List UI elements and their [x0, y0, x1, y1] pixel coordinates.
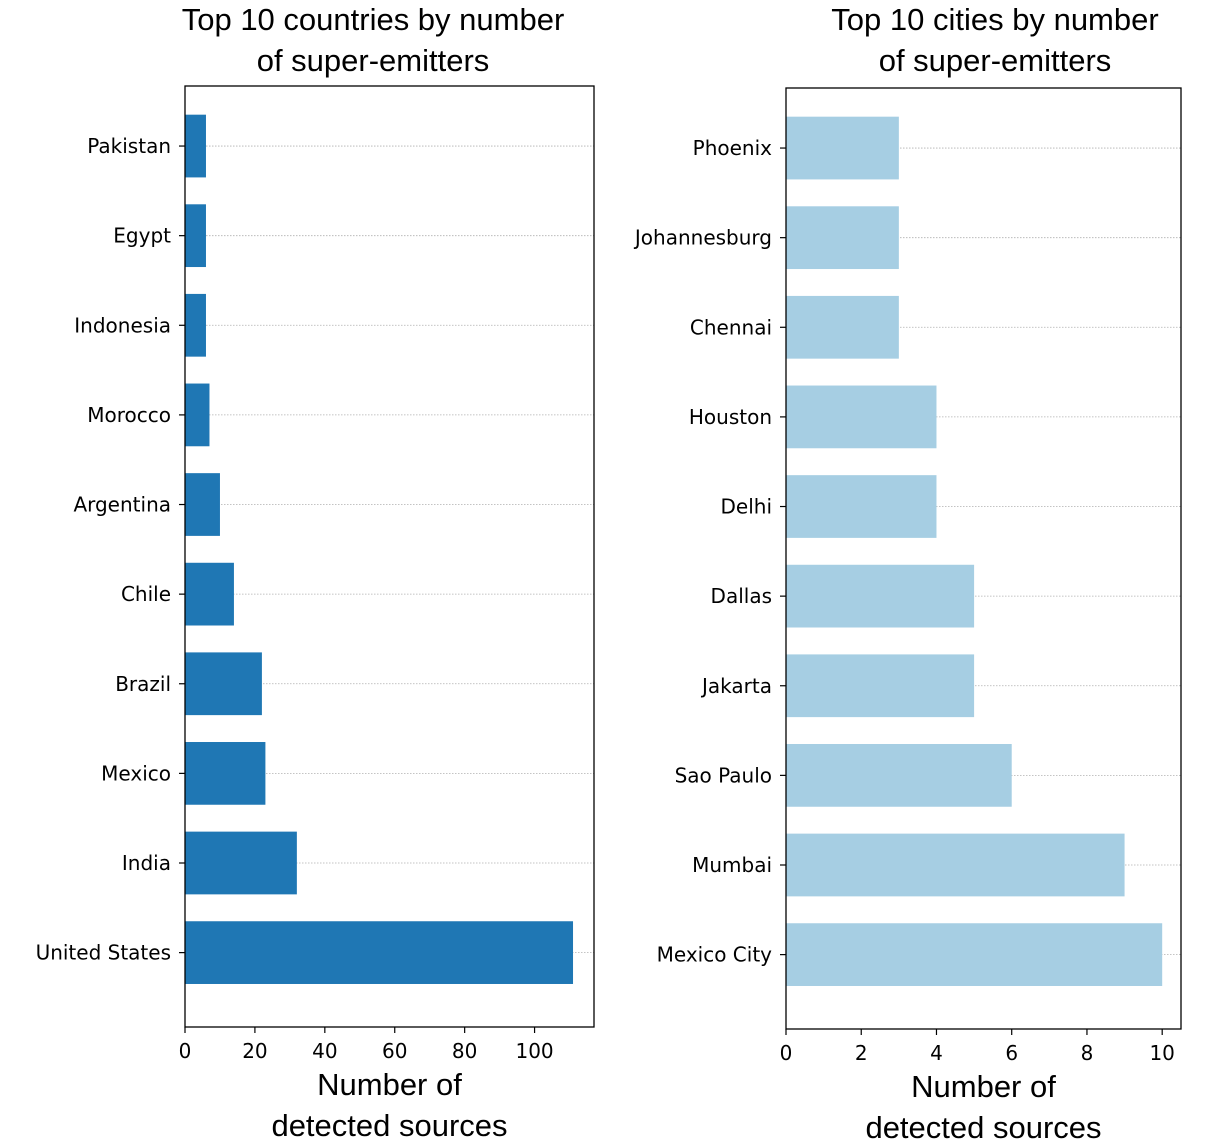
cities-category-label: Chennai [690, 315, 772, 339]
countries-x-tick-label: 80 [452, 1039, 477, 1063]
countries-x-tick-label: 0 [179, 1039, 192, 1063]
cities-bar-jakarta [786, 654, 975, 718]
countries-bar-mexico [185, 742, 266, 805]
countries-category-label: Pakistan [87, 134, 171, 158]
cities-category-label: Jakarta [700, 674, 772, 698]
countries-bar-india [185, 831, 297, 895]
cities-category-label: Johannesburg [633, 226, 772, 250]
cities-bar-delhi [786, 475, 937, 538]
countries-x-axis-label-line-1: Number of [317, 1067, 462, 1102]
cities-category-label: Phoenix [693, 136, 773, 160]
cities-x-tick-label: 0 [780, 1041, 793, 1065]
cities-category-label: Mexico City [657, 943, 773, 967]
cities-category-label: Houston [689, 405, 772, 429]
cities-x-axis-label-line-2: detected sources [865, 1110, 1101, 1145]
cities-plot-frame [785, 87, 1182, 1030]
cities-bar-mumbai [786, 833, 1125, 897]
countries-title-line-2: of super-emitters [257, 43, 490, 78]
cities-bar-sao-paulo [786, 744, 1012, 807]
cities-bar-phoenix [786, 116, 899, 180]
countries-bar-chile [185, 562, 234, 626]
countries-x-tick-label: 20 [242, 1039, 267, 1063]
cities-x-axis-label-line-1: Number of [911, 1069, 1056, 1104]
cities-x-tick-label: 2 [855, 1041, 868, 1065]
countries-bar-egypt [185, 204, 206, 268]
countries-category-label: Mexico [101, 761, 171, 785]
countries-x-tick-label: 100 [515, 1039, 553, 1063]
cities-title-line-1: Top 10 cities by number [831, 2, 1158, 37]
cities-category-label: Sao Paulo [675, 763, 772, 787]
countries-category-label: Indonesia [74, 313, 171, 337]
countries-category-label: Egypt [113, 224, 171, 248]
cities-title-line-2: of super-emitters [879, 43, 1112, 78]
countries-x-axis-label-line-2: detected sources [271, 1108, 507, 1143]
countries-category-label: Brazil [115, 672, 171, 696]
cities-bar-johannesburg [786, 206, 899, 270]
cities-category-label: Dallas [711, 584, 772, 608]
cities-bar-chennai [786, 295, 899, 359]
countries-bar-pakistan [185, 114, 206, 178]
countries-category-label: Morocco [87, 403, 171, 427]
cities-chart-panel: Top 10 cities by number of super-emitters… [633, 2, 1182, 1145]
cities-category-label: Mumbai [692, 853, 772, 877]
countries-category-label: Chile [121, 582, 171, 606]
cities-category-label: Delhi [721, 495, 773, 519]
cities-bar-mexico-city [786, 923, 1163, 986]
countries-title-line-1: Top 10 countries by number [182, 2, 565, 37]
cities-x-tick-label: 10 [1149, 1041, 1174, 1065]
cities-x-tick-label: 8 [1081, 1041, 1094, 1065]
cities-bar-houston [786, 385, 937, 449]
countries-plot-frame [184, 85, 595, 1028]
countries-bar-indonesia [185, 293, 206, 357]
countries-x-tick-label: 40 [312, 1039, 337, 1063]
cities-x-tick-label: 4 [930, 1041, 943, 1065]
countries-chart-panel: Top 10 countries by number of super-emitt… [36, 2, 595, 1143]
countries-category-label: United States [36, 941, 171, 965]
countries-category-label: India [122, 851, 171, 875]
cities-bar-dallas [786, 564, 975, 628]
countries-x-tick-label: 60 [382, 1039, 407, 1063]
countries-bar-argentina [185, 473, 220, 536]
countries-category-label: Argentina [73, 493, 171, 517]
countries-bar-united-states [185, 921, 574, 984]
countries-bar-brazil [185, 652, 262, 716]
cities-x-tick-label: 6 [1005, 1041, 1018, 1065]
countries-bar-morocco [185, 383, 210, 447]
